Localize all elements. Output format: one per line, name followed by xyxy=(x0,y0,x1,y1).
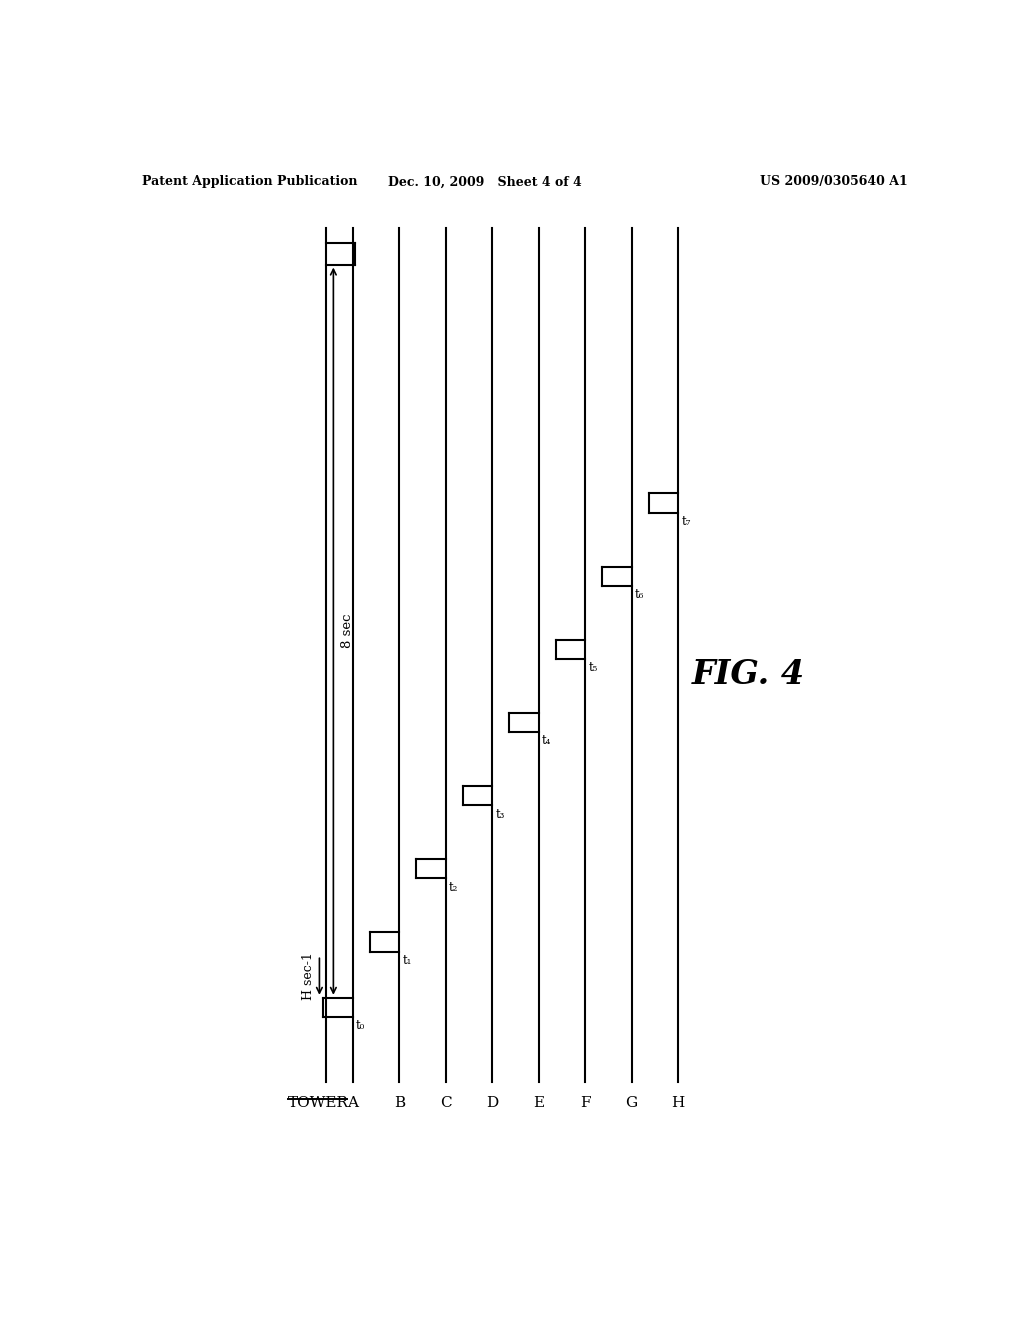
Text: FIG. 4: FIG. 4 xyxy=(691,657,805,690)
Text: D: D xyxy=(486,1096,499,1110)
Text: G: G xyxy=(626,1096,638,1110)
Text: TOWER: TOWER xyxy=(288,1096,348,1110)
Text: H sec-1: H sec-1 xyxy=(302,953,314,1001)
Text: t₂: t₂ xyxy=(449,880,458,894)
Text: A: A xyxy=(347,1096,358,1110)
Text: E: E xyxy=(534,1096,545,1110)
Text: t₆: t₆ xyxy=(635,589,644,601)
Text: t₅: t₅ xyxy=(589,661,598,675)
Text: B: B xyxy=(393,1096,404,1110)
Text: t₄: t₄ xyxy=(542,734,551,747)
Text: Patent Application Publication: Patent Application Publication xyxy=(142,176,357,189)
Text: t₀: t₀ xyxy=(356,1019,366,1032)
Text: t₇: t₇ xyxy=(681,515,691,528)
Text: US 2009/0305640 A1: US 2009/0305640 A1 xyxy=(760,176,907,189)
Text: t₃: t₃ xyxy=(496,808,505,821)
Text: 8 sec: 8 sec xyxy=(341,614,354,648)
Text: t₁: t₁ xyxy=(402,954,412,966)
Text: F: F xyxy=(580,1096,591,1110)
Text: H: H xyxy=(672,1096,685,1110)
Text: C: C xyxy=(440,1096,452,1110)
Text: Dec. 10, 2009   Sheet 4 of 4: Dec. 10, 2009 Sheet 4 of 4 xyxy=(388,176,582,189)
